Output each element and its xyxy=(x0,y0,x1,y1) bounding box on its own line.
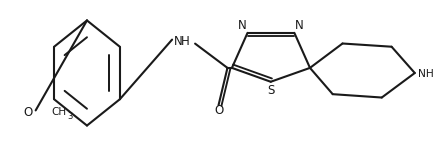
Text: N: N xyxy=(295,19,304,32)
Text: NH: NH xyxy=(418,69,434,79)
Text: CH: CH xyxy=(52,107,67,117)
Text: N: N xyxy=(238,19,247,32)
Text: O: O xyxy=(214,104,223,117)
Text: N: N xyxy=(173,35,182,48)
Text: O: O xyxy=(23,106,32,119)
Text: 3: 3 xyxy=(68,112,73,121)
Text: H: H xyxy=(181,35,190,48)
Text: S: S xyxy=(267,84,274,97)
